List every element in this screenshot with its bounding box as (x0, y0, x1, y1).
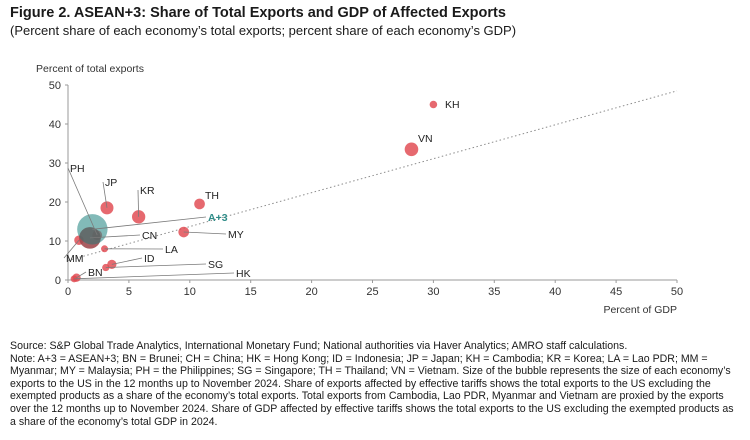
y-tick-label: 10 (49, 236, 61, 248)
bubble-label-hk: HK (236, 268, 251, 280)
x-tick-label: 10 (184, 286, 196, 298)
figure-title: Figure 2. ASEAN+3: Share of Total Export… (10, 5, 506, 21)
x-tick-label: 15 (245, 286, 257, 298)
leader-line-cn (89, 234, 141, 239)
definitions-note: Note: A+3 = ASEAN+3; BN = Brunei; CH = C… (10, 352, 734, 428)
bubble-th (194, 198, 205, 210)
bubble-label-bn: BN (88, 267, 103, 279)
bubble-label-id: ID (144, 253, 155, 265)
bubble-label-th: TH (205, 190, 219, 202)
bubble-label-kr: KR (140, 185, 155, 197)
x-axis-title: Percent of GDP (603, 304, 677, 316)
bubble-chart: 0 5 10 15 20 25 30 35 40 45 50 0 10 20 30 40 50 Percent o… (36, 63, 683, 316)
bubble-kh (429, 100, 438, 109)
bubble-label-jp: JP (105, 177, 117, 189)
bubbles (70, 100, 438, 283)
trend-line-group (67, 90, 678, 261)
axes: 0 5 10 15 20 25 30 35 40 45 50 0 10 20 30 40 50 Percent o… (36, 63, 683, 316)
y-tick-label: 40 (49, 119, 61, 131)
x-tick-label: 30 (427, 286, 439, 298)
y-tick-label: 20 (49, 197, 61, 209)
x-tick-label: 0 (65, 286, 71, 298)
bubble-label-cn: CN (142, 230, 157, 242)
trend-line (67, 90, 678, 261)
bubble-label-kh: KH (445, 99, 460, 111)
y-tick-label: 50 (49, 80, 61, 92)
leader-line-a+3 (92, 216, 207, 230)
leader-line-ph (67, 167, 98, 236)
y-tick-label: 0 (55, 275, 61, 287)
x-tick-label: 25 (366, 286, 378, 298)
bubble-label-ph: PH (70, 163, 85, 175)
bubble-label-a+3: A+3 (208, 212, 228, 224)
bubble-label-la: LA (165, 244, 178, 256)
leader-line-my (183, 231, 227, 235)
leader-line-sg (105, 263, 207, 268)
leader-line-id (111, 257, 143, 265)
figure-subtitle: (Percent share of each economy’s total e… (10, 23, 517, 38)
leader-line-kr (137, 189, 140, 217)
x-tick-label: 35 (488, 286, 500, 298)
x-tick-label: 45 (610, 286, 622, 298)
x-tick-label: 50 (671, 286, 683, 298)
x-tick-label: 40 (549, 286, 561, 298)
source-note: Source: S&P Global Trade Analytics, Inte… (10, 340, 628, 352)
bubble-vn (404, 142, 419, 157)
bubble-labels: KH VN TH JP KR MY PH A+3 CN ID MM BN LA SG HK (63, 99, 460, 280)
y-axis-title: Percent of total exports (36, 63, 144, 75)
leader-line-mm (63, 239, 80, 259)
x-tick-label: 20 (305, 286, 317, 298)
bubble-label-mm: MM (66, 253, 84, 265)
bubble-label-my: MY (228, 229, 244, 241)
y-tick-label: 30 (49, 158, 61, 170)
leader-line-hk (74, 272, 235, 280)
x-tick-label: 5 (126, 286, 132, 298)
leader-line-bn (76, 271, 87, 279)
footnotes: Source: S&P Global Trade Analytics, Inte… (10, 340, 740, 428)
leader-line-jp (102, 181, 108, 208)
bubble-label-sg: SG (208, 259, 223, 271)
bubble-label-vn: VN (418, 133, 433, 145)
